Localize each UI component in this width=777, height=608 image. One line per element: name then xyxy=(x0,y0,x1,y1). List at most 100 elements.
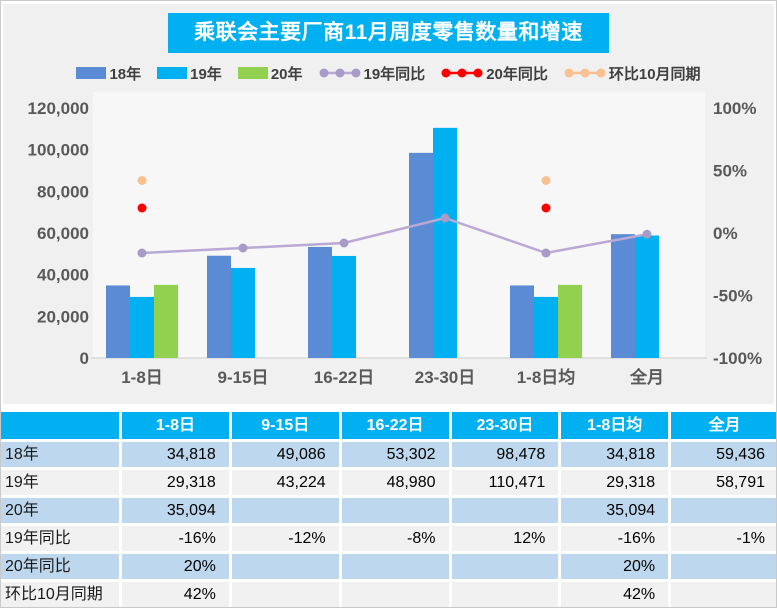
bar-18年-23-30日 xyxy=(409,152,433,358)
table-cell xyxy=(231,582,339,607)
x-category-label: 16-22日 xyxy=(314,368,374,387)
table-cell: 48,980 xyxy=(341,470,449,495)
dot-19年同比 xyxy=(137,248,147,258)
table-cell: 29,318 xyxy=(122,470,229,495)
legend-label: 19年 xyxy=(190,65,222,83)
table-cell: 98,478 xyxy=(451,442,559,467)
table-cell: -16% xyxy=(561,526,669,551)
table-header-cell: 1-8日 xyxy=(122,412,229,439)
table-cell: 110,471 xyxy=(451,470,559,495)
x-category-label: 23-30日 xyxy=(415,368,475,387)
legend-label: 20年 xyxy=(270,65,303,83)
table-cell xyxy=(671,554,776,579)
table-row-label: 18年 xyxy=(1,442,119,467)
table-cell: 20% xyxy=(561,554,669,579)
table-cell: 20% xyxy=(122,554,229,579)
legend-item-6: 环比10月同期 xyxy=(564,63,701,84)
dot-19年同比 xyxy=(541,248,551,258)
table-header-cell: 全月 xyxy=(671,412,776,439)
y-right-tick-label: 50% xyxy=(713,162,747,181)
table-cell xyxy=(671,498,776,523)
table-cell: 34,818 xyxy=(561,442,669,467)
y-right-tick-label: -100% xyxy=(713,349,762,368)
table-header-cell: 1-8日均 xyxy=(561,412,669,439)
plot-background xyxy=(93,92,705,358)
bar-18年-全月 xyxy=(611,234,635,358)
y-left-tick-label: 0 xyxy=(80,349,89,368)
table-cell: -12% xyxy=(231,526,339,551)
table-cell xyxy=(451,498,559,523)
table-cell xyxy=(341,582,449,607)
table-cell xyxy=(451,554,559,579)
dot-环比10月同期 xyxy=(541,176,551,185)
x-category-label: 1-8日 xyxy=(121,368,163,387)
table-cell xyxy=(231,498,339,523)
table-header-cell: 16-22日 xyxy=(341,412,449,439)
legend-bar-swatch-icon xyxy=(237,67,268,79)
table-cell: 43,224 xyxy=(231,470,339,495)
dot-19年同比 xyxy=(238,243,248,253)
table-header-cell: 9-15日 xyxy=(231,412,339,439)
table-cell: 53,302 xyxy=(341,442,449,467)
legend-bar-swatch-icon xyxy=(76,67,107,79)
table-row-label: 19年同比 xyxy=(1,526,119,551)
table-header-cell: 23-30日 xyxy=(451,412,559,439)
y-left-tick-label: 100,000 xyxy=(28,141,89,160)
table-cell: 12% xyxy=(451,526,559,551)
chart-panel: 乘联会主要厂商11月周度零售数量和增速 18年 19年 20年 19年同比 20年同比 环… xyxy=(3,4,774,404)
table-row-label: 19年 xyxy=(1,470,119,495)
data-table: 1-8日 9-15日 16-22日 23-30日 1-8日均 全月 18年 34,818 49,… xyxy=(1,412,776,607)
y-left-tick-label: 20,000 xyxy=(37,307,89,326)
y-right-tick-label: 0% xyxy=(713,224,738,243)
table-header-corner xyxy=(1,412,119,439)
table-cell xyxy=(451,582,559,607)
x-category-label: 全月 xyxy=(629,367,664,387)
bar-18年-9-15日 xyxy=(207,255,231,358)
legend-item-1: 18年 xyxy=(76,63,141,84)
table-cell: 29,318 xyxy=(561,470,669,495)
legend-line-swatch-icon xyxy=(319,68,360,78)
bar-19年-9-15日 xyxy=(231,267,255,358)
table-row-label: 环比10月同期 xyxy=(1,582,119,607)
legend-item-2: 19年 xyxy=(157,63,222,84)
table-cell: 35,094 xyxy=(561,498,669,523)
dot-20年同比 xyxy=(137,203,147,213)
bar-20年-1-8日均 xyxy=(558,284,582,358)
table-cell: 35,094 xyxy=(122,498,229,523)
legend-line-swatch-icon xyxy=(441,68,483,78)
legend-label: 环比10月同期 xyxy=(608,65,701,83)
table-cell xyxy=(231,554,339,579)
table-cell: 42% xyxy=(561,582,669,607)
table-row-label: 20年同比 xyxy=(1,554,119,579)
table-cell: -8% xyxy=(341,526,449,551)
dot-20年同比 xyxy=(541,203,551,213)
plot-area-wrap: 0 20,000 40,000 60,000 80,000 100,000 120,000 -… xyxy=(3,90,774,405)
table-cell xyxy=(671,582,776,607)
table-cell xyxy=(341,498,449,523)
y-left-tick-label: 60,000 xyxy=(37,224,89,243)
bar-19年-1-8日均 xyxy=(534,296,558,358)
plot-svg: 0 20,000 40,000 60,000 80,000 100,000 120,000 -… xyxy=(28,92,762,387)
chart-legend: 18年 19年 20年 19年同比 20年同比 环比10月同期 xyxy=(3,62,774,84)
y-right-tick-label: 100% xyxy=(713,99,756,118)
legend-line-swatch-icon xyxy=(564,68,606,78)
y-left-tick-label: 40,000 xyxy=(37,266,89,285)
bar-18年-16-22日 xyxy=(308,246,332,358)
legend-item-5: 20年同比 xyxy=(441,63,548,84)
dot-19年同比 xyxy=(440,213,450,223)
table-cell: 49,086 xyxy=(231,442,339,467)
chart-title: 乘联会主要厂商11月周度零售数量和增速 xyxy=(168,13,609,53)
table-cell: -1% xyxy=(671,526,776,551)
legend-item-4: 19年同比 xyxy=(319,63,426,84)
dot-19年同比 xyxy=(642,229,652,239)
x-category-label: 9-15日 xyxy=(217,368,268,387)
table-cell: 42% xyxy=(122,582,229,607)
y-left-tick-label: 80,000 xyxy=(37,182,89,201)
legend-label: 20年同比 xyxy=(486,65,548,83)
bar-19年-23-30日 xyxy=(433,127,457,358)
bar-18年-1-8日 xyxy=(106,285,130,358)
legend-label: 19年同比 xyxy=(363,65,426,83)
table-cell: 34,818 xyxy=(122,442,229,467)
table-row-label: 20年 xyxy=(1,498,119,523)
